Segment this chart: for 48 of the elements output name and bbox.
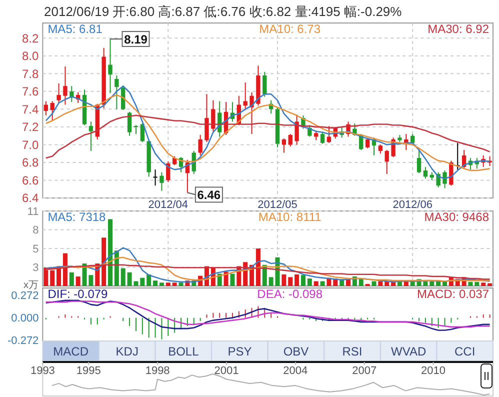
text: MA5: 7318 — [48, 210, 106, 224]
y-tick-label: 6.8 — [22, 156, 40, 170]
y-tick-label: 7.6 — [22, 84, 40, 99]
text: MA10: 6.73 — [259, 22, 321, 36]
x-tick-label: 2001 — [214, 365, 239, 377]
text: WVAD — [391, 344, 426, 358]
series-label: DEA: -0.098 — [257, 287, 323, 301]
series-label: DIF: -0.079 — [48, 287, 108, 301]
chart-title: 2012/06/19 开:6.80 高:6.87 低:6.76 收:6.82 量:4195 幅:-0.29% — [44, 4, 402, 19]
text: KDJ — [116, 344, 138, 358]
x-tick-label: 1995 — [76, 365, 101, 377]
y-tick-label: -0.272 — [7, 335, 39, 348]
y-tick-label: 6.4 — [22, 191, 40, 206]
y-tick-label: 8.0 — [22, 49, 40, 64]
text: OBV — [283, 344, 309, 358]
x-tick-label: 2004 — [283, 365, 308, 377]
y-tick-label: 7.8 — [22, 66, 40, 81]
x-tick-label: 2012/05 — [258, 199, 298, 211]
text: RSI — [342, 344, 362, 358]
y-tick-label: 7.2 — [22, 120, 40, 134]
text: CCI — [454, 344, 476, 358]
text: MA5: 6.81 — [48, 22, 103, 36]
series-label: MACD: 0.037 — [416, 287, 490, 301]
text: MA10: 8111 — [258, 210, 322, 224]
x-tick-label: 1993 — [30, 365, 55, 377]
y-tick-label: 5 — [32, 243, 39, 256]
y-tick-label: 0.000 — [11, 312, 39, 325]
annotation: 8.19 — [124, 32, 148, 46]
y-tick-label: 7.0 — [22, 138, 40, 152]
y-tick-label: 7.4 — [22, 102, 40, 116]
y-tick-label: 8.2 — [22, 31, 40, 46]
y-tick-label: 8 — [32, 224, 39, 237]
y-tick-label: 3 — [32, 262, 39, 274]
x-tick-label: 1998 — [145, 365, 170, 377]
annotation: 6.46 — [197, 188, 221, 202]
text: PSY — [228, 344, 252, 358]
y-axis-title: x万 — [24, 280, 38, 291]
y-tick-label: 6.6 — [22, 173, 40, 188]
x-tick-label: 2007 — [352, 365, 377, 377]
x-tick-label: 2012/04 — [148, 199, 188, 211]
text: MA30: 6.92 — [428, 22, 490, 36]
y-tick-label: 0.272 — [11, 290, 39, 302]
text: MACD — [53, 344, 89, 358]
x-tick-label: 2010 — [421, 365, 446, 377]
text: MA30: 9468 — [424, 210, 490, 224]
text: BOLL — [168, 344, 200, 358]
y-tick-label: 11 — [27, 206, 39, 218]
x-tick-label: 2012/06 — [392, 199, 432, 211]
